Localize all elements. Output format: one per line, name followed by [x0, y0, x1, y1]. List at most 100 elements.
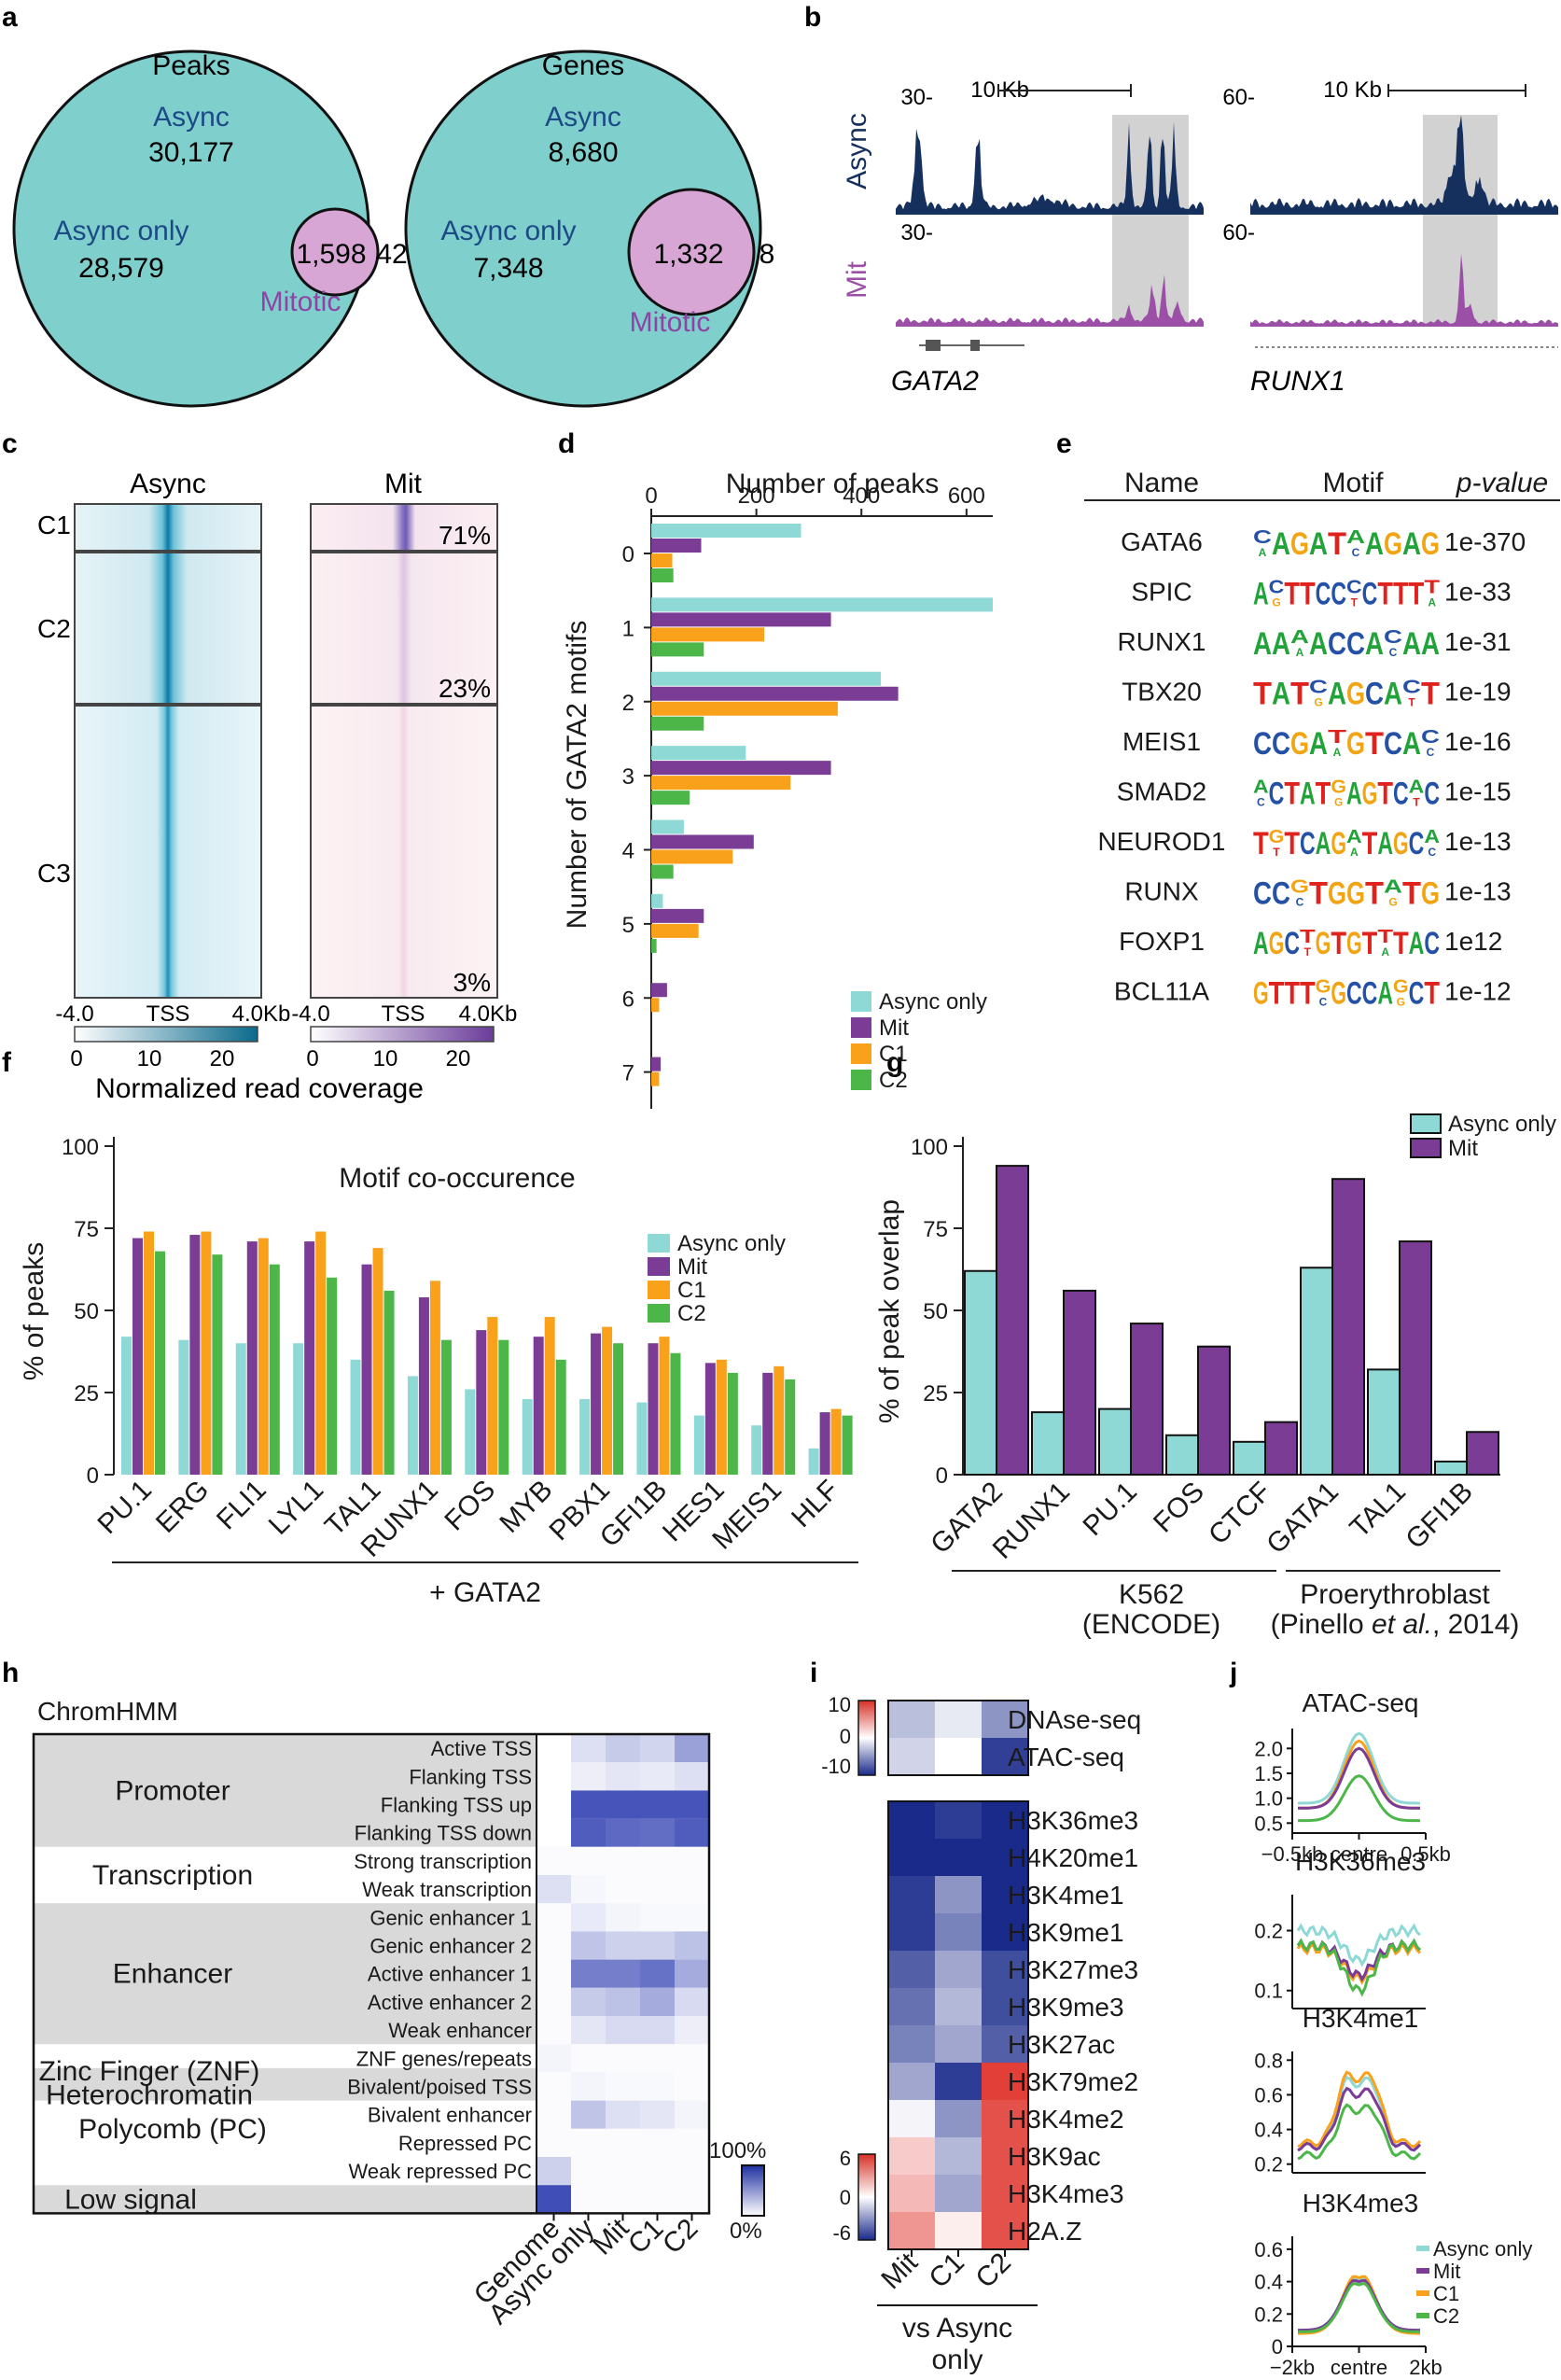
bar: [651, 597, 993, 612]
heat-cell: [935, 2137, 982, 2175]
y-tick-label: 4: [622, 839, 634, 864]
motif-base: T: [1393, 926, 1409, 961]
heat-cell: [571, 1959, 606, 1988]
legend-swatch: [648, 1257, 670, 1276]
scale-tick: 10: [137, 1046, 162, 1071]
heat-cell: [675, 2016, 709, 2045]
venn-title: Peaks: [152, 50, 230, 81]
legend-label: Mit: [1433, 2260, 1460, 2283]
motif-name: BCL11A: [1114, 977, 1210, 1006]
bar: [651, 642, 704, 657]
heatmap-mit-c1: [310, 503, 498, 552]
heat-cell: [606, 2100, 640, 2129]
motif-base: T: [1362, 826, 1378, 861]
bar: [648, 1343, 659, 1475]
profile-title: H3K36me3: [1295, 1847, 1426, 1876]
bar: [1031, 1411, 1065, 1476]
bar: [996, 1165, 1029, 1476]
heat-cell: [675, 1959, 709, 1988]
bar: [651, 539, 702, 553]
motif-p-value: 1e-16: [1444, 727, 1512, 756]
bar: [533, 1337, 544, 1475]
x-tick-label: GFI1B: [594, 1475, 674, 1554]
bar: [132, 1238, 143, 1475]
x-tick-label: centre: [1331, 2356, 1387, 2379]
column-label: C2: [969, 2247, 1016, 2294]
row-label: H3K9me1: [1008, 1918, 1124, 1947]
bar: [651, 761, 831, 776]
bar: [727, 1372, 738, 1475]
scale-min-label: 0%: [730, 2219, 762, 2244]
heat-cell: [571, 1846, 606, 1875]
x-tick-label: centre: [1331, 1842, 1387, 1866]
heat-cell: [675, 2185, 709, 2214]
motif-base: G: [1290, 526, 1309, 562]
bar: [372, 1248, 383, 1475]
heat-cell: [606, 1790, 640, 1819]
legend-swatch: [648, 1281, 670, 1299]
heatmap-async-title: Async: [130, 469, 206, 499]
y-tick-label: 25: [923, 1381, 948, 1407]
panel-label-c: c: [2, 428, 18, 459]
color-scale: [857, 1700, 876, 1776]
motif-base: T: [1300, 976, 1316, 1012]
legend-label: C2: [879, 1068, 908, 1093]
state-label: Bivalent enhancer: [368, 2104, 532, 2127]
bar: [361, 1264, 372, 1475]
motif-base: C: [1269, 578, 1285, 598]
citation-pre: (Pinello: [1271, 1609, 1372, 1640]
row-label: H3K4me2: [1008, 2105, 1124, 2134]
bar: [785, 1379, 796, 1475]
motif-base: G: [1384, 526, 1402, 562]
bar: [178, 1339, 189, 1475]
motif-base: G: [1290, 726, 1309, 762]
chart-f-co-occurrence: 0 25 50 75 100 % of peaks Motif co-occurence PU…: [19, 1135, 858, 1608]
heat-cell: [537, 1987, 571, 2016]
bar: [716, 1359, 727, 1475]
motif-p-value: 1e-15: [1444, 777, 1512, 806]
profile-line: [1297, 1774, 1421, 1823]
heat-cell: [537, 2157, 571, 2186]
heat-cell: [537, 2128, 571, 2157]
venn-mitotic-circle: [627, 188, 756, 316]
motif-base-minor: C: [1296, 896, 1304, 909]
heat-cell: [982, 1839, 1028, 1876]
motif-base: A: [1402, 526, 1421, 562]
motif-base-minor: G: [1334, 796, 1343, 809]
motif-base: A: [1290, 627, 1309, 648]
heat-cell: [640, 1734, 675, 1763]
motif-base-minor: C: [1352, 546, 1360, 559]
cluster-percent: 23%: [439, 674, 491, 703]
group-label: Proerythroblast: [1300, 1579, 1490, 1610]
motif-base: T: [1284, 826, 1300, 861]
group-label: K562: [1119, 1579, 1184, 1610]
motif-base: A: [1377, 976, 1393, 1012]
bar: [651, 746, 746, 761]
motif-base: A: [1409, 777, 1425, 798]
bar: [704, 1363, 716, 1475]
motif-p-value: 1e-19: [1444, 678, 1512, 707]
heat-cell: [935, 2025, 982, 2063]
motif-base: C: [1409, 826, 1425, 861]
motif-base: A: [1272, 526, 1290, 562]
motif-base: T: [1331, 926, 1346, 961]
heat-cell: [606, 2185, 640, 2214]
heat-cell: [537, 1875, 571, 1904]
heat-cell: [982, 1738, 1028, 1775]
motif-base-minor: G: [1272, 596, 1280, 609]
motif-p-value: 1e-370: [1444, 527, 1526, 556]
heat-cell: [675, 2100, 709, 2129]
state-label: Active enhancer 1: [368, 1963, 532, 1986]
motif-base: T: [1284, 777, 1300, 812]
y-tick-label: 0.1: [1254, 1980, 1283, 2003]
venn-overlap-value: 1,332: [653, 239, 723, 270]
motif-p-value: 1e-31: [1444, 627, 1512, 656]
heat-cell: [935, 2212, 982, 2249]
motif-base: A: [1253, 926, 1269, 961]
venn-async-circle: [404, 49, 762, 408]
track-scale-max: 30-: [900, 85, 933, 110]
state-label: Repressed PC: [398, 2132, 532, 2155]
scale-tick: 0: [840, 1725, 851, 1748]
state-group-label: Transcription: [92, 1860, 253, 1891]
